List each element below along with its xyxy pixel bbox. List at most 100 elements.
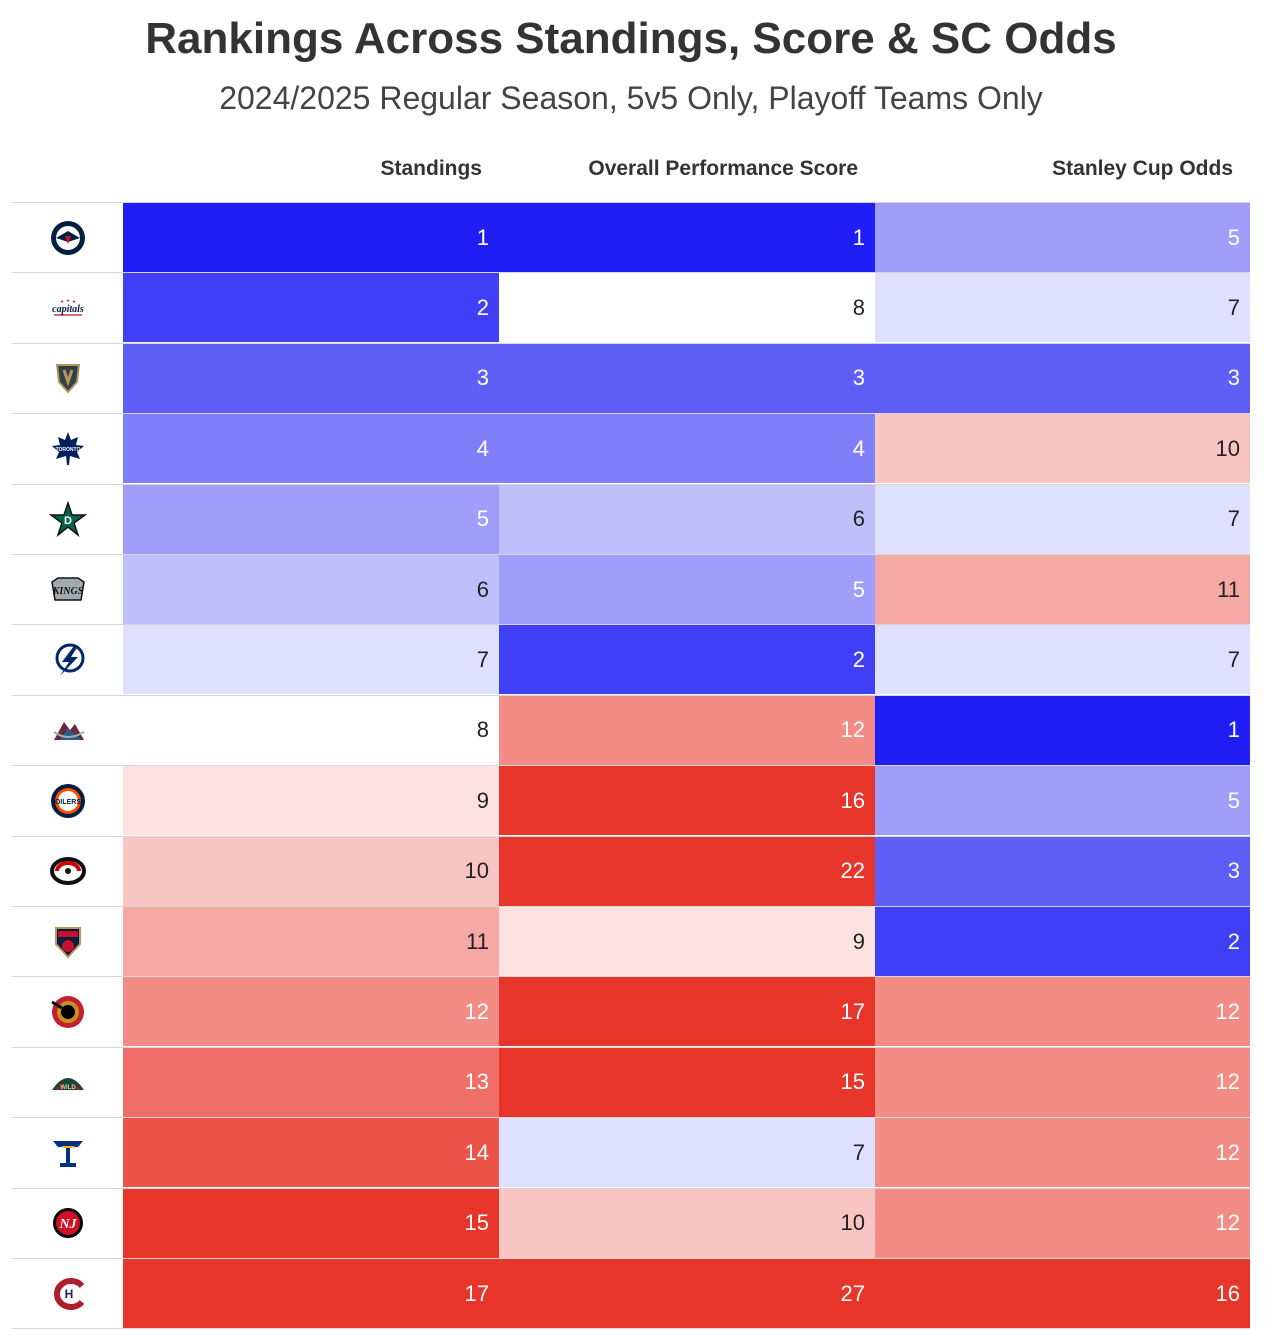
rank-cell-performance-score: 8 [499,273,875,343]
rank-cell-standings: 5 [123,484,499,554]
rank-cell-performance-score: 5 [499,555,875,624]
rank-cell-cup-odds: 10 [875,414,1250,484]
svg-text:OILERS: OILERS [54,799,80,806]
column-header-cup-odds: Stanley Cup Odds [1052,157,1233,180]
rank-cell-standings: 15 [123,1188,499,1258]
kings-logo-icon: KINGS [50,576,85,601]
rank-cell-cup-odds: 12 [875,1118,1250,1188]
senators-logo-icon [50,995,84,1028]
table-row: 14 7 12 [12,1117,1250,1188]
team-logo-cell: OILERS [12,766,123,835]
rank-cell-cup-odds: 12 [875,1188,1250,1258]
rank-cell-performance-score: 16 [499,766,875,836]
rank-cell-cup-odds: 5 [875,766,1250,836]
chart-title: Rankings Across Standings, Score & SC Od… [145,14,1117,63]
rank-cell-standings: 13 [123,1047,499,1117]
chart-subtitle: 2024/2025 Regular Season, 5v5 Only, Play… [219,80,1043,116]
rank-cell-performance-score: 17 [499,977,875,1047]
team-logo-cell: TORONTO [12,414,123,483]
rank-cell-cup-odds: 12 [875,1047,1250,1117]
rank-cell-standings: 17 [123,1259,499,1328]
svg-text:TORONTO: TORONTO [55,447,80,453]
team-logo-cell [12,1118,123,1187]
team-logo-cell: D [12,485,123,554]
svg-text:D: D [64,515,72,527]
svg-text:WILD: WILD [60,1085,76,1091]
rank-cell-standings: 14 [123,1118,499,1188]
svg-text:KINGS: KINGS [51,586,83,597]
rank-cell-performance-score: 2 [499,625,875,695]
team-logo-cell: WILD [12,1048,123,1117]
rank-cell-performance-score: 27 [499,1259,875,1328]
rank-cell-cup-odds: 3 [875,343,1250,413]
hurricanes-logo-icon [49,857,86,886]
column-header-standings: Standings [380,157,482,180]
team-logo-cell [12,625,123,694]
rank-cell-cup-odds: 2 [875,907,1250,976]
table-row: KINGS 6 5 11 [12,554,1250,624]
rank-cell-standings: 12 [123,977,499,1047]
rank-cell-cup-odds: 7 [875,273,1250,343]
blues-logo-icon [52,1140,83,1167]
rank-cell-standings: 1 [123,203,499,272]
team-logo-cell: NJ [12,1189,123,1258]
lightning-logo-icon [55,643,84,676]
maple-leafs-logo-icon: TORONTO [51,431,84,465]
svg-text:H: H [64,1287,73,1301]
rank-cell-performance-score: 15 [499,1047,875,1117]
table-row: WILD 13 15 12 [12,1046,1250,1117]
rank-cell-standings: 11 [123,907,499,976]
svg-text:capitals: capitals [52,304,84,315]
golden-knights-logo-icon [55,364,80,394]
table-row: 8 12 1 [12,694,1250,765]
table-row: capitals 2 8 7 [12,272,1250,343]
team-logo-cell [12,696,123,765]
table-row: 12 17 12 [12,976,1250,1047]
wild-logo-icon: WILD [51,1078,84,1091]
rank-cell-standings: 9 [123,766,499,836]
column-header-performance-score: Overall Performance Score [588,157,858,180]
team-logo-cell [12,203,123,272]
rank-cell-performance-score: 6 [499,484,875,554]
rank-cell-performance-score: 12 [499,695,875,765]
rank-cell-performance-score: 1 [499,203,875,272]
capitals-logo-icon: capitals [52,298,84,316]
canadiens-logo-icon: H [53,1277,84,1310]
rank-cell-cup-odds: 16 [875,1259,1250,1328]
team-logo-cell: H [12,1259,123,1328]
team-logo-cell [12,977,123,1046]
devils-logo-icon: NJ [52,1208,83,1239]
team-logo-cell: KINGS [12,555,123,624]
rank-cell-cup-odds: 11 [875,555,1250,624]
rank-cell-cup-odds: 5 [875,203,1250,272]
team-logo-cell [12,907,123,976]
rank-cell-standings: 7 [123,625,499,695]
panthers-logo-icon [54,926,81,958]
team-logo-cell: capitals [12,273,123,342]
svg-text:NJ: NJ [58,1217,77,1232]
rank-cell-cup-odds: 7 [875,484,1250,554]
rank-cell-cup-odds: 7 [875,625,1250,695]
rank-cell-cup-odds: 12 [875,977,1250,1047]
table-row: H 17 27 16 [12,1258,1250,1329]
rank-cell-standings: 6 [123,555,499,624]
rank-cell-standings: 2 [123,273,499,343]
rank-cell-performance-score: 7 [499,1118,875,1188]
rank-cell-performance-score: 9 [499,907,875,976]
table-row: OILERS 9 16 5 [12,765,1250,836]
oilers-logo-icon: OILERS [50,783,85,818]
team-logo-cell [12,837,123,906]
table-row: TORONTO 4 4 10 [12,413,1250,484]
rank-cell-standings: 8 [123,695,499,765]
rank-cell-cup-odds: 1 [875,695,1250,765]
team-logo-cell [12,344,123,413]
rank-cell-standings: 10 [123,836,499,906]
rank-cell-standings: 4 [123,414,499,484]
table-row: 11 9 2 [12,906,1250,976]
rank-cell-performance-score: 22 [499,836,875,906]
rank-cell-performance-score: 3 [499,343,875,413]
